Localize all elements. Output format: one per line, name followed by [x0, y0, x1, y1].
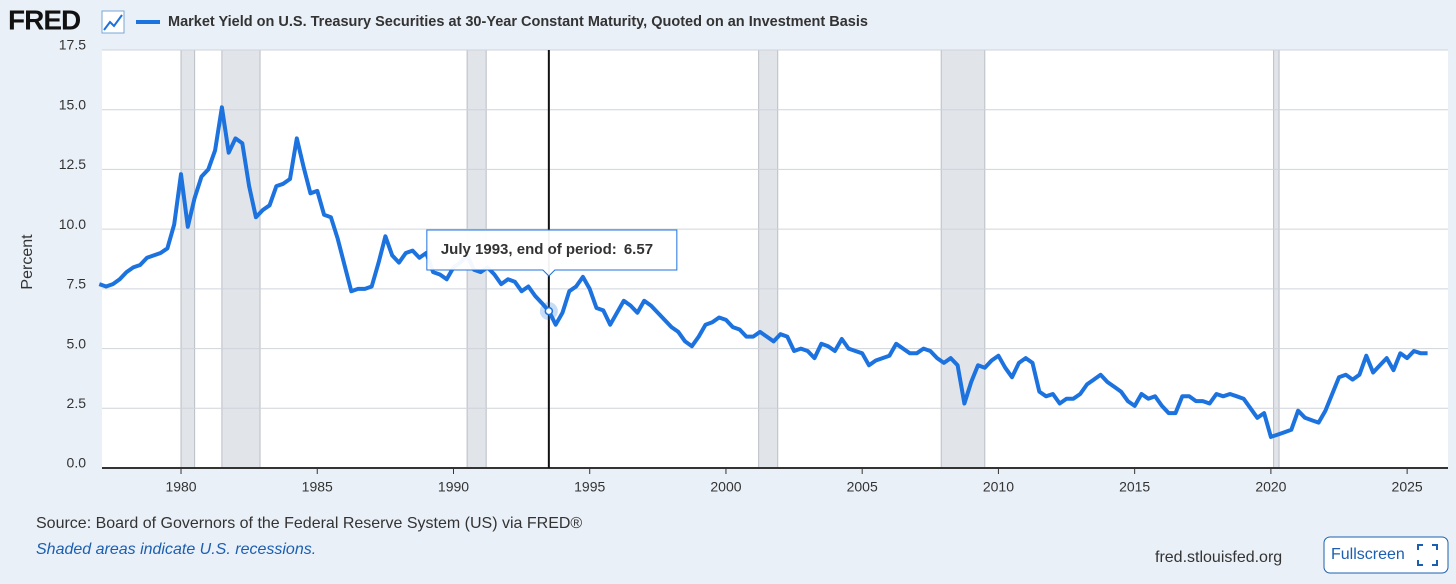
x-tick-label: 2005	[847, 479, 878, 495]
fullscreen-button[interactable]: Fullscreen	[1323, 536, 1449, 574]
y-tick-label: 12.5	[59, 156, 86, 172]
y-tick-label: 0.0	[67, 455, 87, 471]
x-tick-label: 2010	[983, 479, 1014, 495]
recession-band	[221, 49, 261, 469]
x-tick-label: 1980	[165, 479, 196, 495]
fullscreen-label[interactable]: Fullscreen	[1331, 546, 1405, 563]
recession-band	[1273, 49, 1280, 469]
y-axis-label: Percent	[19, 234, 36, 290]
legend-label: Market Yield on U.S. Treasury Securities…	[168, 14, 868, 30]
recession-band	[180, 49, 196, 469]
tooltip-box	[426, 229, 678, 277]
y-tick-label: 5.0	[67, 335, 87, 351]
tooltip-label: July 1993, end of period:	[441, 241, 617, 258]
y-tick-label: 17.5	[59, 37, 86, 53]
x-tick-label: 1995	[574, 479, 605, 495]
recession-band	[940, 49, 986, 469]
y-tick-label: 15.0	[59, 96, 86, 112]
site-url: fred.stlouisfed.org	[1155, 549, 1282, 566]
y-tick-label: 7.5	[67, 276, 87, 292]
tooltip-value: 6.57	[624, 241, 653, 258]
logo: FRED	[8, 4, 81, 35]
x-tick-label: 2025	[1392, 479, 1423, 495]
x-tick-label: 2000	[710, 479, 741, 495]
x-tick-label: 1990	[438, 479, 469, 495]
y-tick-label: 2.5	[67, 395, 87, 411]
logo-icon	[101, 10, 125, 34]
recession-note: Shaded areas indicate U.S. recessions.	[36, 541, 316, 558]
hover-point	[544, 306, 554, 316]
recession-band	[758, 49, 779, 469]
y-tick-label: 10.0	[59, 216, 86, 232]
series-line	[98, 105, 1428, 439]
source: Source: Board of Governors of the Federa…	[36, 515, 582, 532]
x-tick-label: 2020	[1255, 479, 1286, 495]
x-tick-label: 1985	[302, 479, 333, 495]
x-tick-label: 2015	[1119, 479, 1150, 495]
